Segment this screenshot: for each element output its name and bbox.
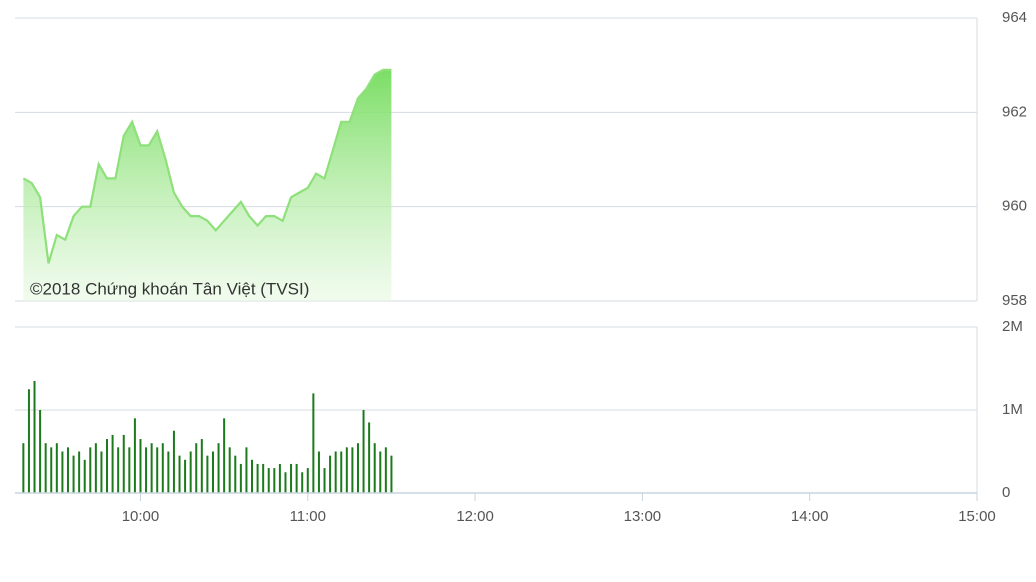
volume-bar xyxy=(33,380,36,493)
volume-bar xyxy=(145,447,148,493)
volume-bar xyxy=(61,451,64,493)
volume-bar xyxy=(111,434,114,493)
volume-bar xyxy=(362,410,365,493)
y-tick-label: 0 xyxy=(1002,484,1010,501)
volume-bar xyxy=(373,443,376,493)
volume-bar xyxy=(278,463,281,493)
y-tick-label: 960 xyxy=(1002,198,1027,215)
volume-bar xyxy=(195,443,198,493)
x-tick-label: 13:00 xyxy=(624,508,662,525)
volume-bar xyxy=(128,447,131,493)
volume-bar xyxy=(284,472,287,493)
x-tick-label: 11:00 xyxy=(290,508,326,525)
volume-bar xyxy=(306,468,309,493)
volume-bar xyxy=(290,463,293,493)
volume-bar xyxy=(22,443,25,493)
volume-bar xyxy=(106,439,109,493)
volume-bar xyxy=(379,451,382,493)
volume-bar xyxy=(133,418,136,493)
volume-bar xyxy=(368,422,371,493)
volume-bar xyxy=(223,418,226,493)
volume-bar xyxy=(329,455,332,493)
volume-bar xyxy=(83,459,86,493)
x-tick-label: 14:00 xyxy=(791,508,829,525)
volume-bar xyxy=(94,443,97,493)
volume-bar xyxy=(50,447,53,493)
volume-bar xyxy=(44,443,47,493)
volume-bar xyxy=(234,455,237,493)
volume-bar xyxy=(345,447,348,493)
watermark: ©2018 Chứng khoán Tân Việt (TVSI) xyxy=(30,279,309,298)
volume-bar xyxy=(72,455,75,493)
volume-bar xyxy=(78,451,81,493)
volume-bar xyxy=(273,468,276,493)
volume-bar xyxy=(39,410,42,493)
volume-bar xyxy=(100,451,103,493)
volume-bar xyxy=(66,447,69,493)
volume-bar xyxy=(239,463,242,493)
x-tick-label: 12:00 xyxy=(456,508,494,525)
volume-bar xyxy=(27,389,30,493)
volume-bar xyxy=(267,468,270,493)
volume-bar xyxy=(317,451,320,493)
volume-bar xyxy=(301,472,304,493)
volume-bar xyxy=(256,463,259,493)
volume-bar xyxy=(206,455,209,493)
y-tick-label: 1M xyxy=(1002,401,1023,418)
y-tick-label: 958 xyxy=(1002,292,1027,309)
volume-bar xyxy=(150,443,153,493)
volume-bar xyxy=(390,455,393,493)
volume-bar xyxy=(167,451,170,493)
volume-bar xyxy=(184,459,187,493)
volume-bar xyxy=(139,439,142,493)
volume-bar xyxy=(211,451,214,493)
volume-bar xyxy=(262,463,265,493)
volume-bar xyxy=(117,447,120,493)
volume-bar xyxy=(156,447,159,493)
area-fill xyxy=(23,69,392,302)
volume-bar xyxy=(384,447,387,493)
y-tick-label: 962 xyxy=(1002,103,1027,120)
price-line xyxy=(22,68,392,264)
volume-bar xyxy=(356,443,359,493)
x-tick-label: 10:00 xyxy=(122,508,160,525)
volume-bar xyxy=(334,451,337,493)
y-tick-label: 2M xyxy=(1002,318,1023,335)
volume-bar xyxy=(178,455,181,493)
x-tick-label: 15:00 xyxy=(958,508,996,525)
volume-bar xyxy=(351,447,354,493)
volume-bar xyxy=(172,430,175,493)
volume-bar xyxy=(228,447,231,493)
volume-bar xyxy=(245,447,248,493)
volume-bar xyxy=(312,393,315,493)
volume-bar xyxy=(189,451,192,493)
volume-bar xyxy=(340,451,343,493)
volume-bar xyxy=(161,443,164,493)
volume-bar xyxy=(89,447,92,493)
y-tick-label: 964 xyxy=(1002,9,1027,26)
volume-bar xyxy=(122,434,125,493)
volume-bar xyxy=(55,443,58,493)
volume-bar xyxy=(295,463,298,493)
volume-bar xyxy=(251,459,254,493)
volume-bar xyxy=(217,443,220,493)
volume-bar xyxy=(200,439,203,493)
volume-bar xyxy=(323,468,326,493)
